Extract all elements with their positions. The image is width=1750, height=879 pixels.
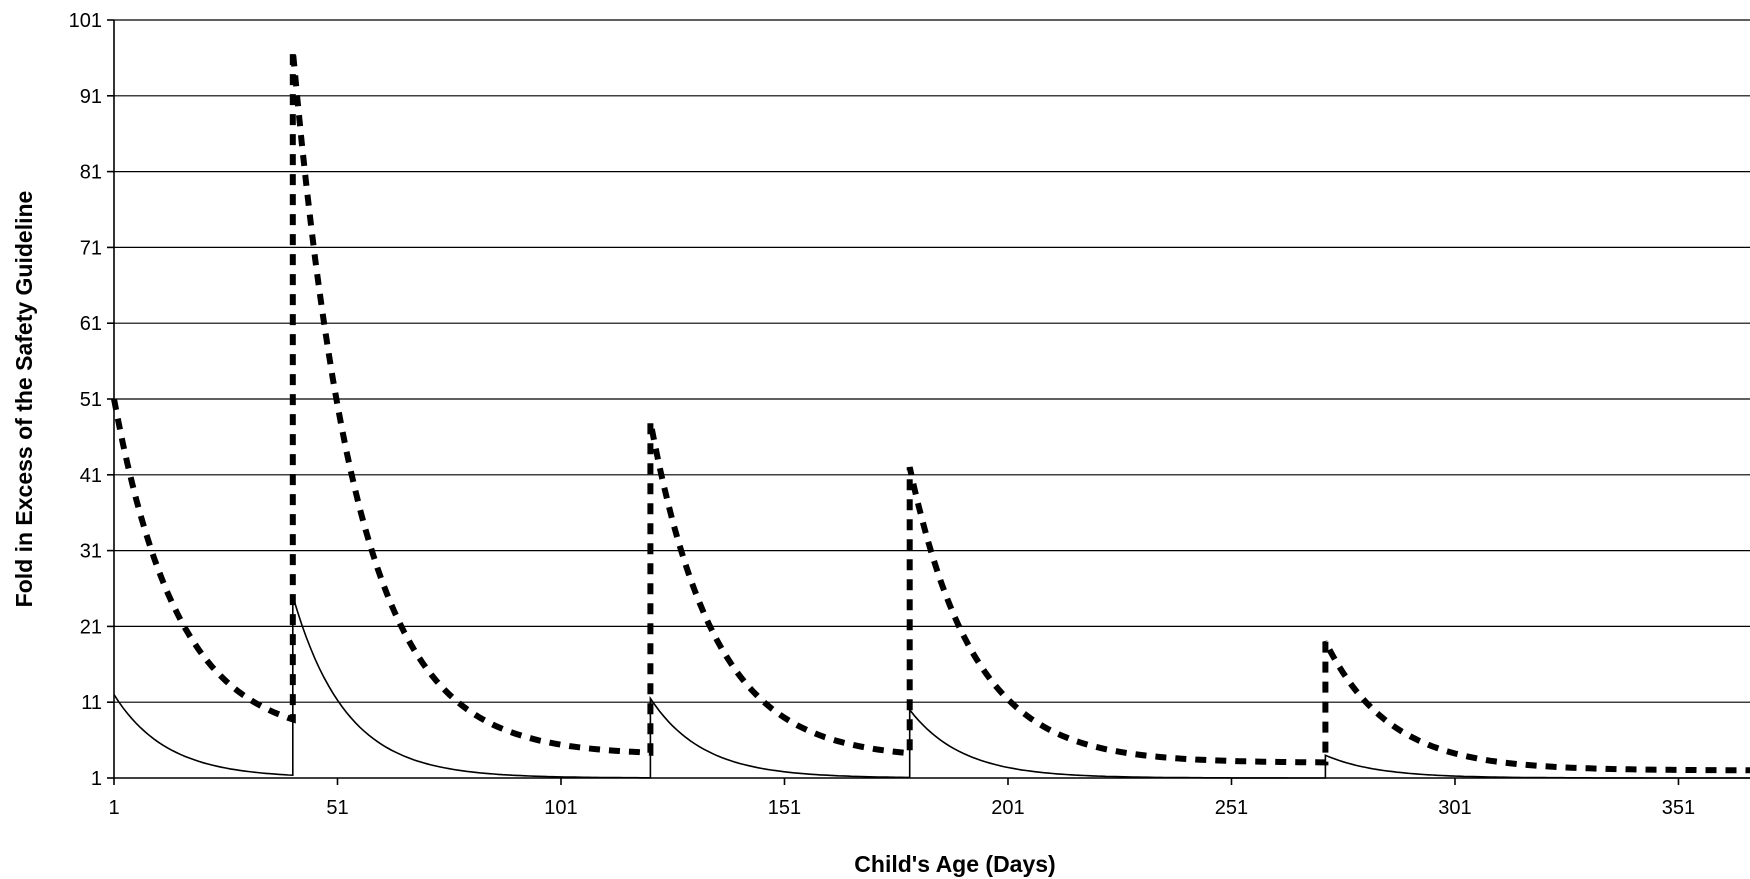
x-tick-label: 51 [326,797,348,819]
gridlines [114,19,1750,703]
x-tick-label: 351 [1662,797,1695,819]
y-tick-label: 31 [80,541,102,563]
x-tick-label: 151 [768,797,801,819]
x-tick-label: 101 [544,797,577,819]
y-tick-label: 101 [69,10,102,32]
y-tick-label: 11 [81,692,102,714]
y-tick-label: 1 [91,768,102,790]
x-tick-label: 251 [1215,797,1248,819]
y-tick-label: 61 [80,313,102,335]
x-tick-label: 301 [1438,797,1471,819]
x-tick-label: 201 [991,797,1024,819]
series [111,50,1750,779]
y-tick-label: 91 [80,86,102,108]
y-tick-label: 51 [80,389,102,411]
y-axis-title: Fold in Excess of the Safety Guideline [11,191,37,608]
series-line-solid [113,595,1750,779]
y-tick-label: 81 [80,162,102,184]
y-tick-label: 71 [80,237,102,259]
x-axis-title: Child's Age (Days) [854,851,1055,877]
y-tick-label: 41 [80,465,102,487]
y-tick-label: 21 [80,616,102,638]
x-tick-label: 1 [108,797,119,819]
series-line-dashed [111,50,1750,774]
